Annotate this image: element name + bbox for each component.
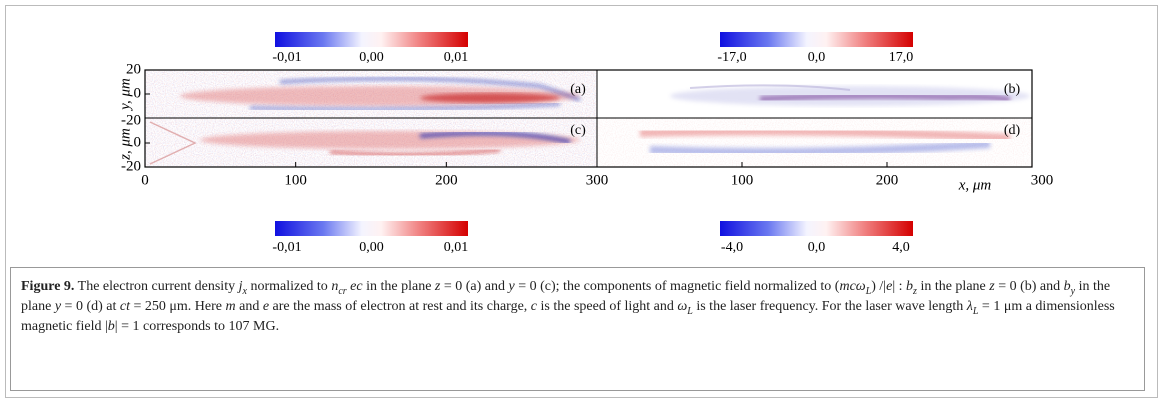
x-tick-label: 200 [876,172,899,188]
caption-text: = 0 (a) and [440,279,509,294]
colorbar [275,221,468,236]
caption-text: b [906,279,914,294]
colorbar-tick-label: 0,01 [444,240,469,255]
caption-text: ct [119,299,130,314]
panel-label: (c) [570,123,586,138]
x-axis-label: x, μm [958,177,992,193]
x-tick-label: 300 [586,172,609,188]
caption-text: | = 1 corresponds to 107 MG. [114,319,280,334]
caption-text: = 0 (d) at [61,299,120,314]
caption-text: L [687,305,693,317]
caption-text: y [508,279,515,294]
caption: Figure 9. The electron current density j… [10,267,1145,391]
caption-text: in the plane [21,279,1111,314]
caption-text: = 1 μm a dimensionless magnetic field | [21,299,1115,334]
figure: y, μm z, μm x, μm (a) (b) (c) (d) -0,01 0… [117,32,1054,255]
colorbar-tick-label: 0,0 [808,50,826,65]
caption-text: = 0 (c); the components of magnetic fiel… [514,279,840,294]
colorbar [720,32,913,47]
caption-text: z [913,285,917,297]
y-axis-label: z, μm [117,128,133,161]
caption-text: = 0 (b) and [994,279,1064,294]
colorbar-tick-label: -4,0 [721,240,743,255]
caption-text: cr [338,285,347,297]
caption-text: The electron current density [74,279,239,294]
caption-text: in the plane [362,279,435,294]
heatmap-c [145,118,597,167]
heatmap-b [670,84,1030,106]
colorbar [275,32,468,47]
caption-text: = 250 μm. Here [129,299,226,314]
colorbar-tick-label: 4,0 [892,240,910,255]
y-tick-label: 0 [134,85,142,101]
caption-text: m [225,299,236,314]
caption-text: y [54,299,62,314]
caption-text: e [262,299,270,314]
caption-text: ω [677,299,688,314]
colorbar-tick-label: -0,01 [272,240,301,255]
caption-text: in the plane [916,279,990,294]
panel-label: (a) [570,82,586,97]
caption-text: λ [966,299,973,314]
caption-text: L [865,285,872,297]
caption-text: e [886,279,893,294]
colorbar [720,221,913,236]
caption-text: mcω [839,279,866,294]
colorbar-tick-label: 0,01 [444,50,469,65]
heatmap-d [597,118,1032,167]
panel-label: (b) [1004,82,1021,97]
caption-text: z [434,279,441,294]
colorbar-tick-label: -0,01 [272,50,301,65]
y-axis-label: y, μm [117,78,133,112]
caption-text: z [989,279,995,294]
y-tick-label: 20 [126,61,141,77]
y-tick-label: 0 [134,134,142,150]
caption-text: b [107,319,115,334]
caption-text: c [530,299,538,314]
y-tick-label: -20 [121,158,141,174]
panel-label: (d) [1004,123,1021,138]
caption-text: x [242,285,247,297]
y-tick-label: -20 [121,112,141,128]
caption-text: y [1070,285,1076,297]
caption-text: normalized to [246,279,332,294]
caption-text: is the laser frequency. For the laser wa… [692,299,967,314]
caption-text: and [235,299,263,314]
x-tick-label: 300 [1031,172,1054,188]
x-tick-label: 100 [731,172,754,188]
colorbar-tick-label: 17,0 [889,50,914,65]
x-tick-label: 200 [435,172,458,188]
caption-text: | : [892,279,907,294]
colorbar-tick-label: 0,0 [808,240,826,255]
caption-text: is the speed of light and [537,299,678,314]
colorbar-tick-label: -17,0 [717,50,746,65]
caption-text: ) /| [871,279,887,294]
figure-frame [5,5,1158,398]
heatmap-a [145,70,597,118]
caption-text: n [331,279,339,294]
x-tick-label: 100 [284,172,307,188]
caption-text: are the mass of electron at rest and its… [269,299,531,314]
colorbar-tick-label: 0,00 [359,50,384,65]
x-tick-label: 0 [141,172,149,188]
caption-label: Figure 9. [21,279,75,294]
caption-text: L [972,305,979,317]
caption-text: b [1063,279,1071,294]
colorbar-tick-label: 0,00 [359,240,384,255]
caption-text: ec [346,279,363,294]
caption-text: j [238,279,243,294]
